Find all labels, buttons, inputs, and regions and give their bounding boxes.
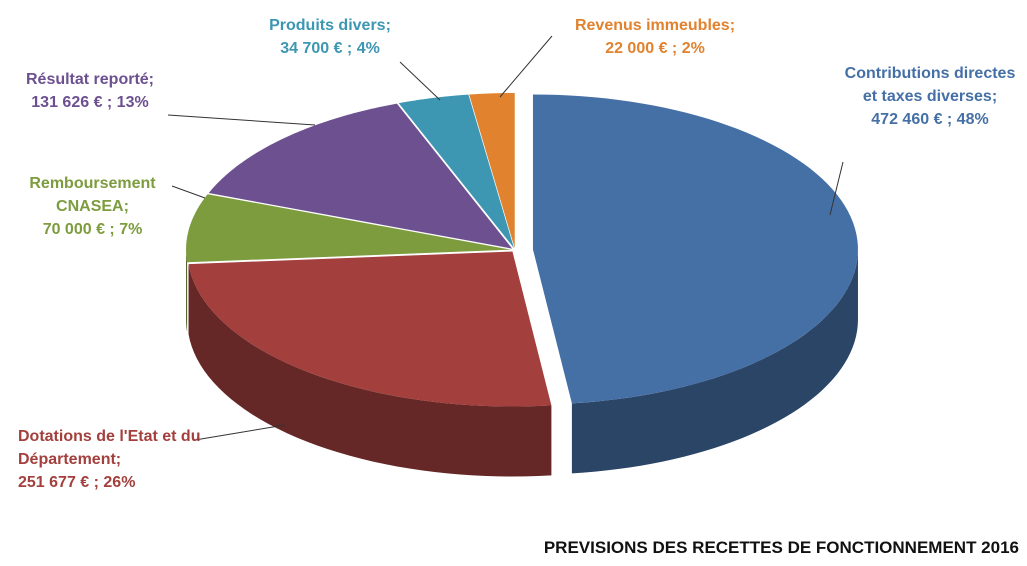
leader-line [167,114,316,126]
leader-line [399,61,441,101]
value-label: 22 000 € ; 2% [605,40,705,57]
pie-slice [398,94,515,249]
slice-label: Contributions directes et taxes diverses… [840,62,1020,131]
category-label: Résultat reporté; [25,71,155,88]
category-label: Remboursement CNASEA; [29,175,156,215]
category-label: Contributions directes et taxes diverses… [844,65,1016,105]
slice-label: Remboursement CNASEA; 70 000 € ; 7% [10,172,175,241]
slice-label: Dotations de l'Etat et du Département; 25… [18,425,213,494]
slice-side [188,264,552,477]
category-label: Produits divers; [269,17,391,34]
chart-title: PREVISIONS DES RECETTES DE FONCTIONNEMEN… [543,538,1019,557]
slice-side [186,249,188,333]
leader-line [499,35,553,98]
leader-line [194,424,286,441]
slice-label: Revenus immeubles; 22 000 € ; 2% [550,14,760,60]
value-label: 131 626 € ; 13% [31,94,149,111]
pie-slice [469,93,515,249]
value-label: 34 700 € ; 4% [280,40,380,57]
pie-slice [208,103,513,249]
slice-label: Résultat reporté; 131 626 € ; 13% [5,68,175,114]
category-label: Revenus immeubles; [574,17,736,34]
leader-line [829,161,844,216]
value-label: 472 460 € ; 48% [871,111,989,128]
pie-slice [532,94,858,404]
pie-slice [186,194,512,263]
pie-tops [186,93,858,407]
pie-slice [188,251,552,407]
value-label: 70 000 € ; 7% [42,221,143,238]
slice-side [571,249,858,474]
pie-sides [186,249,858,477]
leader-line [171,185,206,199]
slice-label: Produits divers; 34 700 € ; 4% [245,14,415,60]
category-label: Dotations de l'Etat et du Département; [18,428,201,468]
value-label: 251 677 € ; 26% [18,474,136,491]
